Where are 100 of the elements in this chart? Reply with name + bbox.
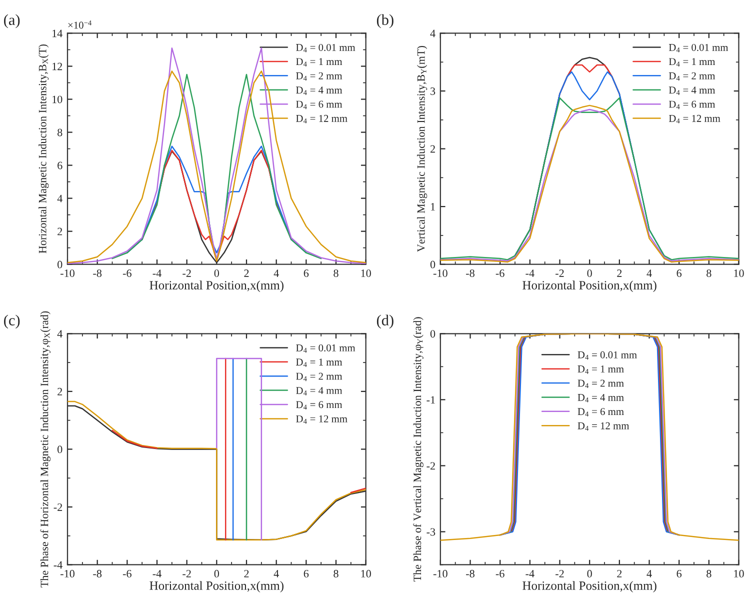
x-tick-label: -10 [60, 270, 74, 277]
x-tick-label: -10 [60, 570, 74, 578]
y-tick-label: -4 [54, 561, 62, 569]
legend-label: D$_{4}$ = 12 mm [296, 415, 348, 424]
y-tick-label: 12 [52, 62, 62, 70]
x-tick-label: -8 [93, 570, 102, 578]
x-tick-label: 4 [274, 270, 279, 277]
text: ×10$^{−4}$ [68, 20, 92, 29]
x-tick-label: 8 [334, 270, 338, 277]
y-tick-label: 0 [58, 260, 62, 268]
x-tick-label: 2 [244, 270, 249, 277]
y-tick-label: -2 [426, 462, 435, 470]
x-axis-title: Horizontal Position,x(mm) [522, 581, 656, 592]
legend-label: D$_{4}$ = 12 mm [296, 114, 348, 124]
chart-title: (c) [4, 314, 20, 329]
legend-label: D$_{4}$ = 0.01 mm [296, 44, 356, 52]
x-tick-label: 6 [304, 570, 309, 578]
x-tick-label: -4 [152, 570, 162, 578]
legend-label: D$_{4}$ = 6 mm [296, 100, 342, 110]
x-tick-label: -6 [496, 570, 504, 578]
x-tick-label: -2 [556, 270, 564, 277]
y-tick-label: 4 [57, 194, 62, 202]
y-tick-label: 0 [58, 446, 62, 454]
legend-label: D$_{4}$ = 4 mm [668, 86, 716, 95]
legend-label: D$_{4}$ = 0.01 mm [578, 351, 637, 360]
legend-label: D$_{4}$ = 2 mm [296, 372, 342, 382]
x-tick-label: 2 [244, 570, 249, 578]
x-tick-label: 2 [617, 270, 622, 277]
x-tick-label: 8 [334, 570, 338, 578]
x-tick-label: 10 [361, 570, 371, 578]
x-tick-label: 8 [706, 570, 712, 578]
x-tick-label: 0 [214, 570, 220, 578]
x-tick-label: 10 [361, 270, 371, 277]
x-tick-label: -4 [152, 270, 162, 277]
y-axis-title: Vertical Magnetic Induction Intensity,B$_{Y}$(mT) [417, 46, 428, 252]
y-tick-label: 8 [58, 128, 62, 136]
x-tick-label: -2 [182, 270, 191, 277]
legend-label: D$_{4}$ = 6 mm [578, 408, 624, 416]
x-tick-label: -6 [122, 270, 132, 277]
x-tick-label: 2 [617, 570, 622, 578]
y-tick-label: -2 [54, 503, 62, 511]
x-tick-label: -4 [526, 570, 534, 578]
x-tick-label: -8 [466, 270, 474, 277]
x-axis-title: Horizontal Position,x(mm) [522, 280, 656, 292]
x-tick-label: -8 [93, 270, 102, 277]
y-tick-label: 4 [57, 330, 62, 338]
y-axis-title: The Phase of Vertical Magnetic Induction Intensity,φ$_{Y}$(rad) [413, 317, 424, 582]
x-tick-label: -10 [433, 270, 448, 277]
y-tick-label: 3 [430, 87, 436, 95]
y-axis-title: The Phase of Horizontal Magnetic Induction Intensity,φ$_{X}$(rad) [40, 311, 50, 588]
legend-label: D$_{4}$ = 0.01 mm [296, 344, 356, 353]
x-tick-label: 8 [706, 270, 712, 277]
chart-title: (b) [376, 14, 394, 28]
legend-label: D$_{4}$ = 4 mm [578, 394, 624, 402]
legend-label: D$_{4}$ = 1 mm [296, 358, 342, 367]
x-tick-label: -10 [433, 570, 448, 578]
x-tick-label: 4 [646, 570, 652, 578]
x-tick-label: 6 [676, 570, 682, 578]
x-tick-label: 6 [676, 270, 682, 277]
legend-label: D$_{4}$ = 6 mm [668, 100, 716, 110]
y-tick-label: 14 [52, 30, 62, 38]
y-tick-label: 0 [430, 330, 436, 338]
x-tick-label: 4 [646, 270, 652, 277]
x-tick-label: -2 [182, 570, 191, 578]
x-axis-title: Horizontal Position,x(mm) [150, 280, 284, 292]
legend-label: D$_{4}$ = 4 mm [296, 86, 342, 95]
y-tick-label: 6 [58, 162, 62, 170]
legend-label: D$_{4}$ = 4 mm [296, 387, 342, 396]
legend-label: D$_{4}$ = 1 mm [668, 58, 716, 66]
y-tick-label: 2 [430, 145, 435, 153]
x-tick-label: -2 [556, 570, 564, 578]
x-tick-label: 0 [587, 270, 592, 277]
y-tick-label: 10 [52, 96, 62, 104]
x-tick-label: 0 [214, 270, 220, 277]
y-tick-label: 4 [430, 30, 436, 38]
x-tick-label: 0 [587, 570, 592, 578]
y-tick-label: 2 [58, 228, 62, 236]
legend-label: D$_{4}$ = 1 mm [578, 366, 624, 374]
chart-title: (d) [376, 314, 394, 329]
chart-title: (a) [4, 14, 20, 28]
y-tick-label: 1 [430, 203, 435, 210]
x-tick-label: -6 [496, 270, 504, 277]
legend-label: D$_{4}$ = 2 mm [578, 380, 624, 388]
legend-label: D$_{4}$ = 2 mm [296, 72, 342, 81]
legend-label: D$_{4}$ = 6 mm [296, 401, 342, 410]
x-tick-label: -4 [526, 270, 534, 277]
y-tick-label: -3 [426, 528, 436, 536]
legend-label: D$_{4}$ = 1 mm [296, 58, 342, 66]
x-tick-label: 6 [304, 270, 309, 277]
y-tick-label: -1 [426, 396, 435, 404]
legend-label: D$_{4}$ = 0.01 mm [668, 44, 728, 52]
x-tick-label: -6 [122, 570, 132, 578]
x-tick-label: 4 [274, 570, 279, 578]
y-tick-label: 2 [58, 388, 62, 396]
x-axis-title: Horizontal Position,x(mm) [150, 581, 284, 592]
y-axis-title: Horizontal Magnetic Induction Intensity,B$_{X}$(T) [38, 44, 49, 254]
x-tick-label: 10 [734, 270, 744, 277]
legend-label: D$_{4}$ = 12 mm [668, 114, 720, 124]
legend-label: D$_{4}$ = 12 mm [578, 422, 630, 431]
legend-label: D$_{4}$ = 2 mm [668, 72, 716, 81]
